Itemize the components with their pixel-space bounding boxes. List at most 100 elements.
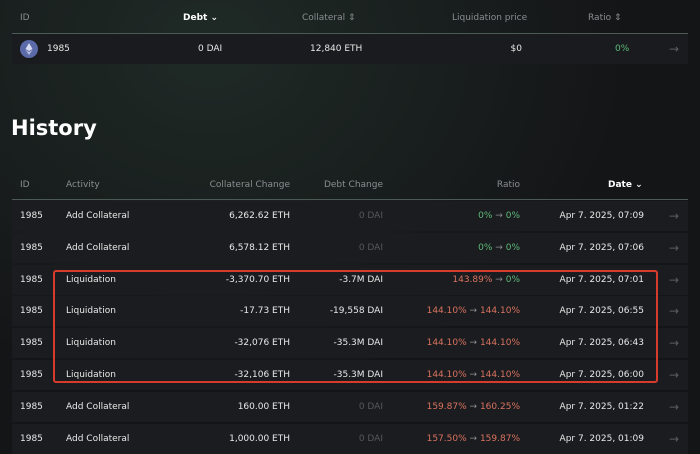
row-date: Apr 7. 2025, 07:01 xyxy=(559,274,644,285)
history-header-activity: Activity xyxy=(66,180,100,190)
history-header-date[interactable]: Date ⌄ xyxy=(608,180,643,190)
arrow-right-icon: → xyxy=(495,274,503,285)
row-debt-change: -35.3M DAI xyxy=(333,338,384,349)
chevron-down-icon: ⌄ xyxy=(210,13,219,23)
row-id: 1985 xyxy=(20,242,43,253)
row-ratio: 144.10% → 144.10% xyxy=(427,328,520,358)
row-date: Apr 7. 2025, 06:00 xyxy=(559,370,644,380)
row-id: 1985 xyxy=(20,338,43,349)
ratio-from: 159.87% xyxy=(426,401,467,412)
row-debt-change: -19,558 DAI xyxy=(329,306,383,317)
arrow-right-icon[interactable]: → xyxy=(669,209,680,223)
debt-label: Debt xyxy=(183,13,208,23)
ratio-from: 144.10% xyxy=(426,306,467,317)
row-activity: Liquidation xyxy=(66,306,116,317)
arrow-right-icon[interactable]: → xyxy=(669,399,680,414)
row-id: 1985 xyxy=(20,433,43,444)
arrow-right-icon[interactable]: → xyxy=(669,240,680,255)
history-header-debt-change: Debt Change xyxy=(323,180,383,190)
row-collateral-change: 1,000.00 ETH xyxy=(229,433,290,444)
row-date: Apr 7. 2025, 01:09 xyxy=(559,433,644,444)
ratio-from: 144.10% xyxy=(426,338,467,349)
arrow-right-icon[interactable]: → xyxy=(669,304,680,319)
ratio-to: 144.10% xyxy=(479,370,520,380)
vault-debt: 0 DAI xyxy=(198,44,223,54)
ratio-to: 144.10% xyxy=(479,306,520,317)
row-debt-change: -3.7M DAI xyxy=(339,274,383,285)
row-date: Apr 7. 2025, 07:09 xyxy=(559,211,644,221)
vault-header-id: ID xyxy=(20,13,30,23)
sort-icon: ⇕ xyxy=(347,13,356,23)
vault-header-collateral[interactable]: Collateral ⇕ xyxy=(302,13,356,23)
divider xyxy=(12,33,688,34)
vault-header-ratio[interactable]: Ratio ⇕ xyxy=(588,13,622,23)
arrow-right-icon: → xyxy=(469,433,478,444)
arrow-right-icon: → xyxy=(469,370,478,380)
vault-liquidation-price: $0 xyxy=(510,44,522,54)
row-ratio: 0% → 0% xyxy=(478,201,520,231)
history-row[interactable]: 1985 Liquidation -32,106 ETH -35.3M DAI … xyxy=(12,360,688,390)
ratio-to: 159.87% xyxy=(479,433,520,444)
row-collateral-change: -32,106 ETH xyxy=(234,370,290,380)
row-ratio: 157.50% → 159.87% xyxy=(427,424,520,454)
row-ratio: 143.89% → 0% xyxy=(452,265,520,295)
ratio-from: 157.50% xyxy=(426,433,467,444)
history-row[interactable]: 1985 Add Collateral 6,578.12 ETH 0 DAI 0… xyxy=(12,232,688,263)
ratio-to: 0% xyxy=(505,274,520,285)
arrow-right-icon[interactable]: → xyxy=(669,272,680,287)
liquidation-highlight-box xyxy=(53,270,658,383)
arrow-right-icon: → xyxy=(495,211,503,221)
history-row[interactable]: 1985 Add Collateral 1,000.00 ETH 0 DAI 1… xyxy=(12,423,688,454)
history-row[interactable]: 1985 Liquidation -32,076 ETH -35.3M DAI … xyxy=(12,328,688,359)
date-label: Date xyxy=(608,180,632,190)
vault-id: 1985 xyxy=(47,44,70,54)
row-debt-change: 0 DAI xyxy=(358,401,383,412)
history-row[interactable]: 1985 Add Collateral 6,262.62 ETH 0 DAI 0… xyxy=(12,201,688,231)
sort-icon: ⇕ xyxy=(613,13,622,23)
history-row[interactable]: 1985 Add Collateral 160.00 ETH 0 DAI 159… xyxy=(12,391,688,422)
history-row[interactable]: 1985 Liquidation -3,370.70 ETH -3.7M DAI… xyxy=(12,264,688,295)
row-collateral-change: 6,578.12 ETH xyxy=(229,242,290,253)
history-header-ratio: Ratio xyxy=(496,180,520,190)
ethereum-icon xyxy=(20,40,38,58)
arrow-right-icon: → xyxy=(469,306,478,317)
row-activity: Add Collateral xyxy=(66,242,130,253)
row-debt-change: 0 DAI xyxy=(358,433,383,444)
arrow-right-icon[interactable]: → xyxy=(669,368,680,382)
divider xyxy=(12,199,688,200)
row-debt-change: 0 DAI xyxy=(358,211,383,221)
arrow-right-icon[interactable]: → xyxy=(669,431,680,446)
row-activity: Add Collateral xyxy=(66,433,130,444)
arrow-right-icon[interactable]: → xyxy=(669,42,680,56)
row-collateral-change: 6,262.62 ETH xyxy=(229,211,290,221)
arrow-right-icon: → xyxy=(469,338,478,349)
history-title: History xyxy=(11,116,97,140)
row-date: Apr 7. 2025, 01:22 xyxy=(559,401,644,412)
vault-row[interactable]: 1985 0 DAI 12,840 ETH $0 0% → xyxy=(12,34,688,64)
ratio-from: 0% xyxy=(478,242,493,253)
row-id: 1985 xyxy=(20,370,43,380)
ratio-to: 144.10% xyxy=(479,338,520,349)
row-collateral-change: -3,370.70 ETH xyxy=(225,274,290,285)
row-ratio: 144.10% → 144.10% xyxy=(427,296,520,326)
row-id: 1985 xyxy=(20,306,43,317)
row-id: 1985 xyxy=(20,401,43,412)
arrow-right-icon[interactable]: → xyxy=(669,336,680,351)
row-collateral-change: 160.00 ETH xyxy=(237,401,290,412)
row-ratio: 159.87% → 160.25% xyxy=(427,392,520,422)
chevron-down-icon: ⌄ xyxy=(635,180,643,190)
row-ratio: 0% → 0% xyxy=(478,233,520,263)
history-header-collateral-change: Collateral Change xyxy=(209,180,290,190)
row-collateral-change: -32,076 ETH xyxy=(234,338,290,349)
vault-header-debt[interactable]: Debt ⌄ xyxy=(183,13,218,23)
ratio-from: 0% xyxy=(478,211,493,221)
history-row[interactable]: 1985 Liquidation -17.73 ETH -19,558 DAI … xyxy=(12,296,688,327)
row-collateral-change: -17.73 ETH xyxy=(240,306,290,317)
ratio-from: 143.89% xyxy=(452,274,493,285)
row-activity: Add Collateral xyxy=(66,401,130,412)
row-date: Apr 7. 2025, 06:43 xyxy=(559,338,644,349)
arrow-right-icon: → xyxy=(469,401,478,412)
row-activity: Liquidation xyxy=(66,274,116,285)
collateral-label: Collateral xyxy=(302,13,346,23)
row-debt-change: -35.3M DAI xyxy=(333,370,384,380)
